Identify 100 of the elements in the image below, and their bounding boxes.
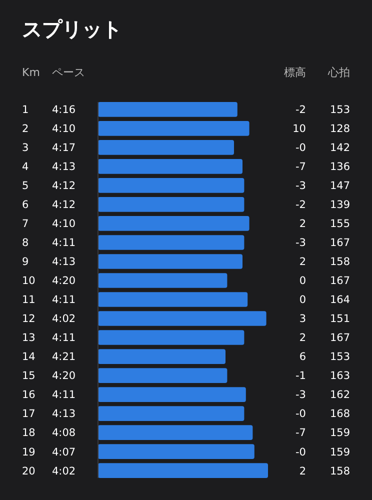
y-tick-label: 8 <box>22 237 29 250</box>
bar <box>98 444 254 459</box>
bar <box>98 463 268 478</box>
y-tick-label: 4 <box>22 161 29 174</box>
data-label: 164 <box>330 294 350 306</box>
data-label: -7 <box>296 161 306 174</box>
bar <box>98 387 246 402</box>
data-label: 142 <box>330 142 350 154</box>
bar <box>98 197 244 212</box>
data-label: -0 <box>296 408 306 420</box>
data-label: 4:11 <box>52 294 76 306</box>
data-label: 153 <box>330 351 350 364</box>
y-tick-label: 1 <box>22 104 29 116</box>
data-label: -3 <box>296 180 306 192</box>
data-label: -0 <box>296 446 306 458</box>
data-label: 10 <box>292 123 306 136</box>
data-label: 2 <box>299 218 306 230</box>
text: ペース <box>52 66 85 79</box>
data-label: 6 <box>299 351 306 364</box>
y-tick-label: 14 <box>22 351 36 364</box>
bar <box>98 254 242 269</box>
bar <box>98 102 238 117</box>
data-label: 4:12 <box>52 199 76 212</box>
bar <box>98 216 250 231</box>
data-label: 162 <box>330 389 350 402</box>
y-tick-label: 16 <box>22 389 36 402</box>
y-tick-label: 6 <box>22 199 29 212</box>
data-label: 0 <box>299 275 306 288</box>
data-label: 4:11 <box>52 389 76 402</box>
data-label: 155 <box>330 218 350 230</box>
data-label: 4:02 <box>52 465 76 478</box>
data-label: 4:11 <box>52 332 76 344</box>
data-label: 167 <box>330 237 350 250</box>
data-label: 4:11 <box>52 237 76 250</box>
data-label: 4:16 <box>52 104 76 116</box>
y-tick-label: 13 <box>22 332 36 344</box>
data-label: -2 <box>296 199 306 212</box>
data-label: -3 <box>296 389 306 402</box>
bar <box>98 406 244 421</box>
data-label: 136 <box>330 161 350 174</box>
bar <box>98 292 248 307</box>
data-label: 4:21 <box>52 351 76 364</box>
data-label: 2 <box>299 465 306 478</box>
bar <box>98 159 242 174</box>
y-tick-label: 19 <box>22 446 36 458</box>
bar <box>98 140 234 155</box>
data-label: -3 <box>296 237 306 250</box>
bar <box>98 178 244 193</box>
data-label: 4:20 <box>52 275 76 288</box>
data-label: -0 <box>296 142 306 154</box>
data-label: 4:13 <box>52 256 76 268</box>
data-label: 4:12 <box>52 180 76 192</box>
data-label: 139 <box>330 199 350 212</box>
bar <box>98 121 250 136</box>
y-tick-label: 11 <box>22 294 36 306</box>
data-label: 4:17 <box>52 142 76 154</box>
y-tick-label: 3 <box>22 142 29 154</box>
data-label: 163 <box>330 370 350 382</box>
data-label: 128 <box>330 123 350 136</box>
data-label: 4:20 <box>52 370 76 382</box>
bar <box>98 235 244 250</box>
data-label: 167 <box>330 275 350 288</box>
y-tick-label: 15 <box>22 370 36 382</box>
data-label: 4:10 <box>52 123 76 136</box>
data-label: 3 <box>299 313 306 326</box>
data-label: 168 <box>330 408 350 420</box>
data-label: 4:02 <box>52 313 76 326</box>
data-label: 167 <box>330 332 350 344</box>
data-label: 153 <box>330 104 350 116</box>
data-label: 158 <box>330 465 350 478</box>
data-label: 147 <box>330 180 350 192</box>
bar <box>98 273 228 288</box>
bar <box>98 330 244 345</box>
data-label: 4:13 <box>52 408 76 420</box>
bar <box>98 311 266 326</box>
y-tick-label: 2 <box>22 123 29 136</box>
chart-title: スプリット <box>22 17 122 41</box>
data-label: -1 <box>296 370 306 382</box>
y-tick-label: 12 <box>22 313 36 326</box>
bar <box>98 349 226 364</box>
y-tick-label: 9 <box>22 256 29 268</box>
data-label: 159 <box>330 427 350 440</box>
y-tick-label: 20 <box>22 465 36 478</box>
data-label: 2 <box>299 256 306 268</box>
y-axis-title: Km <box>22 66 40 79</box>
data-label: 4:13 <box>52 161 76 174</box>
data-label: -7 <box>296 427 306 440</box>
y-tick-label: 5 <box>22 180 29 192</box>
data-label: 4:08 <box>52 427 76 440</box>
text: 標高 <box>284 66 306 79</box>
y-tick-label: 7 <box>22 218 29 230</box>
data-label: 4:07 <box>52 446 76 458</box>
data-label: 2 <box>299 332 306 344</box>
data-label: 159 <box>330 446 350 458</box>
data-label: 4:10 <box>52 218 76 230</box>
data-label: 0 <box>299 294 306 306</box>
y-tick-label: 17 <box>22 408 36 420</box>
y-tick-label: 10 <box>22 275 36 288</box>
data-label: 158 <box>330 256 350 268</box>
text: 心拍 <box>327 66 350 79</box>
